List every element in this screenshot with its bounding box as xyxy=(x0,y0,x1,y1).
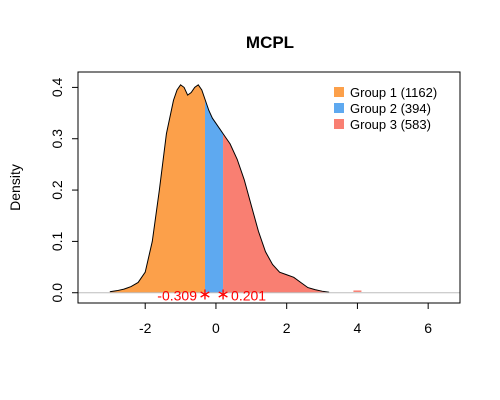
legend-swatch-2 xyxy=(334,103,344,113)
cutpoint-marker: ∗ xyxy=(198,287,211,304)
legend-swatch-1 xyxy=(334,87,344,97)
y-tick-label: 0.3 xyxy=(49,129,65,149)
legend-label-3: Group 3 (583) xyxy=(350,117,431,132)
group-fill-1 xyxy=(109,84,206,293)
x-tick-label: 4 xyxy=(354,320,362,336)
group-fill-3 xyxy=(223,133,330,293)
chart-title: MCPL xyxy=(246,33,294,52)
x-axis: -2 0 2 4 6 xyxy=(139,302,432,336)
density-outline xyxy=(109,84,330,293)
cutpoint-annotations: ∗-0.309 ∗ 0.201 xyxy=(157,287,266,304)
y-axis: 0.0 0.1 0.2 0.3 0.4 xyxy=(49,77,79,303)
group-fills xyxy=(109,84,330,293)
cutpoint-label: -0.309 xyxy=(157,288,197,304)
cutpoint-label: 0.201 xyxy=(231,288,266,304)
legend: Group 1 (1162)Group 2 (394)Group 3 (583) xyxy=(334,85,437,132)
legend-swatch-3 xyxy=(334,119,344,129)
x-tick-label: 6 xyxy=(424,320,432,336)
x-tick-label: -2 xyxy=(139,320,152,336)
group-fill-2 xyxy=(205,99,224,293)
x-tick-label: 2 xyxy=(283,320,291,336)
y-axis-label: Density xyxy=(7,164,23,211)
y-tick-label: 0.0 xyxy=(49,283,65,303)
legend-label-1: Group 1 (1162) xyxy=(350,85,437,100)
x-tick-label: 0 xyxy=(212,320,220,336)
y-tick-label: 0.4 xyxy=(49,77,65,97)
legend-label-2: Group 2 (394) xyxy=(350,101,431,116)
y-tick-label: 0.2 xyxy=(49,180,65,200)
y-tick-label: 0.1 xyxy=(49,231,65,251)
cutpoint-marker: ∗ xyxy=(216,287,229,304)
